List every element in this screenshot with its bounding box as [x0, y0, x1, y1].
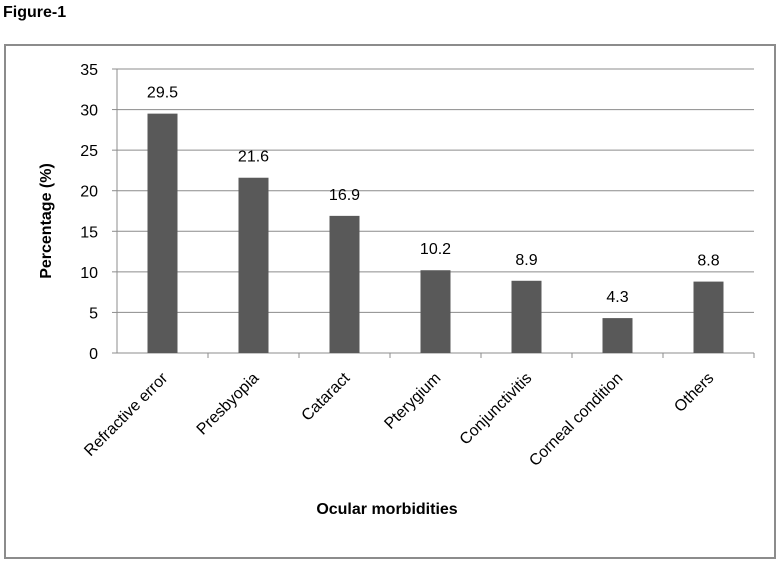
x-axis-title: Ocular morbidities: [316, 501, 457, 518]
x-tick-label: Corneal condition: [526, 370, 626, 470]
y-tick-label: 15: [80, 224, 98, 241]
data-label: 21.6: [238, 149, 269, 166]
x-tick-label: Refractive error: [81, 369, 171, 459]
bar: [511, 280, 542, 353]
y-tick-label: 5: [89, 305, 98, 322]
figure-label: Figure-1: [3, 4, 67, 21]
y-tick-labels: 0 5 10 15 20 25 30 35: [80, 62, 98, 363]
data-label: 8.8: [697, 253, 719, 270]
x-tick-labels: Refractive error Presbyopia Cataract Pteryg…: [81, 369, 717, 470]
x-tick-label: Conjunctivitis: [457, 370, 536, 449]
y-axis-title: Percentage (%): [38, 163, 55, 279]
data-labels: 29.5 21.6 16.9 10.2 8.9 4.3 8.8: [147, 85, 720, 306]
bar: [693, 281, 724, 353]
data-label: 4.3: [606, 289, 628, 306]
y-tick-label: 30: [80, 103, 98, 120]
data-label: 16.9: [329, 187, 360, 204]
bar: [238, 177, 269, 353]
bar: [147, 113, 178, 353]
data-label: 8.9: [515, 252, 537, 269]
x-tick-label: Presbyopia: [194, 370, 263, 439]
bars: [147, 113, 724, 353]
y-tick-label: 25: [80, 143, 98, 160]
chart-frame: [4, 44, 776, 559]
y-tick-label: 10: [80, 265, 98, 282]
x-tick-label: Pterygium: [381, 370, 444, 433]
x-tick-label: Cataract: [299, 369, 354, 424]
y-tick-label: 0: [89, 346, 98, 363]
y-tick-label: 20: [80, 184, 98, 201]
data-label: 10.2: [420, 241, 451, 258]
data-label: 29.5: [147, 85, 178, 102]
bar: [602, 318, 633, 353]
x-tick-label: Others: [671, 370, 717, 416]
bar: [329, 215, 360, 353]
bar: [420, 270, 451, 353]
y-tick-label: 35: [80, 62, 98, 79]
